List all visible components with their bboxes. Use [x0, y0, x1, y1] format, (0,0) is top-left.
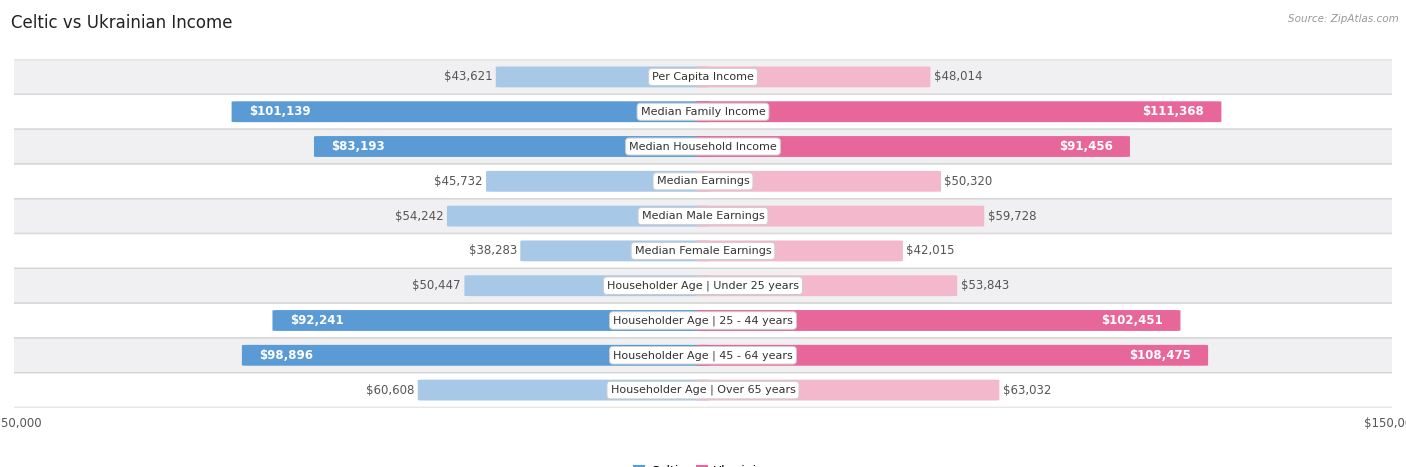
Text: Householder Age | 45 - 64 years: Householder Age | 45 - 64 years	[613, 350, 793, 361]
Text: $83,193: $83,193	[332, 140, 385, 153]
Text: Median Earnings: Median Earnings	[657, 177, 749, 186]
FancyBboxPatch shape	[447, 205, 710, 226]
Text: $48,014: $48,014	[934, 71, 983, 84]
FancyBboxPatch shape	[464, 275, 710, 296]
Text: $45,732: $45,732	[434, 175, 482, 188]
Text: Householder Age | 25 - 44 years: Householder Age | 25 - 44 years	[613, 315, 793, 326]
Legend: Celtic, Ukrainian: Celtic, Ukrainian	[628, 460, 778, 467]
Text: $50,320: $50,320	[945, 175, 993, 188]
FancyBboxPatch shape	[232, 101, 710, 122]
Text: Celtic vs Ukrainian Income: Celtic vs Ukrainian Income	[11, 14, 233, 32]
FancyBboxPatch shape	[418, 380, 710, 401]
FancyBboxPatch shape	[496, 66, 710, 87]
Text: $54,242: $54,242	[395, 210, 443, 223]
Text: Source: ZipAtlas.com: Source: ZipAtlas.com	[1288, 14, 1399, 24]
Text: Median Family Income: Median Family Income	[641, 107, 765, 117]
FancyBboxPatch shape	[0, 338, 1406, 372]
Text: Householder Age | Under 25 years: Householder Age | Under 25 years	[607, 281, 799, 291]
Text: Median Household Income: Median Household Income	[628, 142, 778, 151]
FancyBboxPatch shape	[696, 345, 1208, 366]
FancyBboxPatch shape	[242, 345, 710, 366]
FancyBboxPatch shape	[0, 269, 1406, 303]
FancyBboxPatch shape	[696, 101, 1222, 122]
FancyBboxPatch shape	[314, 136, 710, 157]
FancyBboxPatch shape	[696, 275, 957, 296]
FancyBboxPatch shape	[696, 380, 1000, 401]
FancyBboxPatch shape	[486, 171, 710, 192]
Text: $108,475: $108,475	[1129, 349, 1191, 362]
Text: Per Capita Income: Per Capita Income	[652, 72, 754, 82]
FancyBboxPatch shape	[696, 171, 941, 192]
FancyBboxPatch shape	[0, 164, 1406, 198]
FancyBboxPatch shape	[273, 310, 710, 331]
FancyBboxPatch shape	[0, 199, 1406, 233]
Text: $53,843: $53,843	[960, 279, 1010, 292]
Text: $102,451: $102,451	[1101, 314, 1163, 327]
Text: $50,447: $50,447	[412, 279, 461, 292]
FancyBboxPatch shape	[696, 205, 984, 226]
FancyBboxPatch shape	[0, 129, 1406, 163]
Text: $59,728: $59,728	[987, 210, 1036, 223]
Text: $43,621: $43,621	[444, 71, 492, 84]
Text: $60,608: $60,608	[366, 383, 415, 396]
FancyBboxPatch shape	[0, 234, 1406, 268]
Text: Householder Age | Over 65 years: Householder Age | Over 65 years	[610, 385, 796, 396]
FancyBboxPatch shape	[696, 136, 1130, 157]
Text: $92,241: $92,241	[290, 314, 343, 327]
FancyBboxPatch shape	[0, 304, 1406, 338]
Text: $63,032: $63,032	[1002, 383, 1052, 396]
FancyBboxPatch shape	[520, 241, 710, 262]
Text: $111,368: $111,368	[1143, 105, 1204, 118]
FancyBboxPatch shape	[696, 66, 931, 87]
Text: $42,015: $42,015	[907, 244, 955, 257]
FancyBboxPatch shape	[0, 373, 1406, 407]
FancyBboxPatch shape	[0, 60, 1406, 94]
Text: $98,896: $98,896	[259, 349, 314, 362]
Text: $101,139: $101,139	[249, 105, 311, 118]
Text: Median Male Earnings: Median Male Earnings	[641, 211, 765, 221]
Text: $38,283: $38,283	[468, 244, 517, 257]
FancyBboxPatch shape	[696, 310, 1181, 331]
Text: Median Female Earnings: Median Female Earnings	[634, 246, 772, 256]
FancyBboxPatch shape	[696, 241, 903, 262]
Text: $91,456: $91,456	[1059, 140, 1112, 153]
FancyBboxPatch shape	[0, 95, 1406, 129]
